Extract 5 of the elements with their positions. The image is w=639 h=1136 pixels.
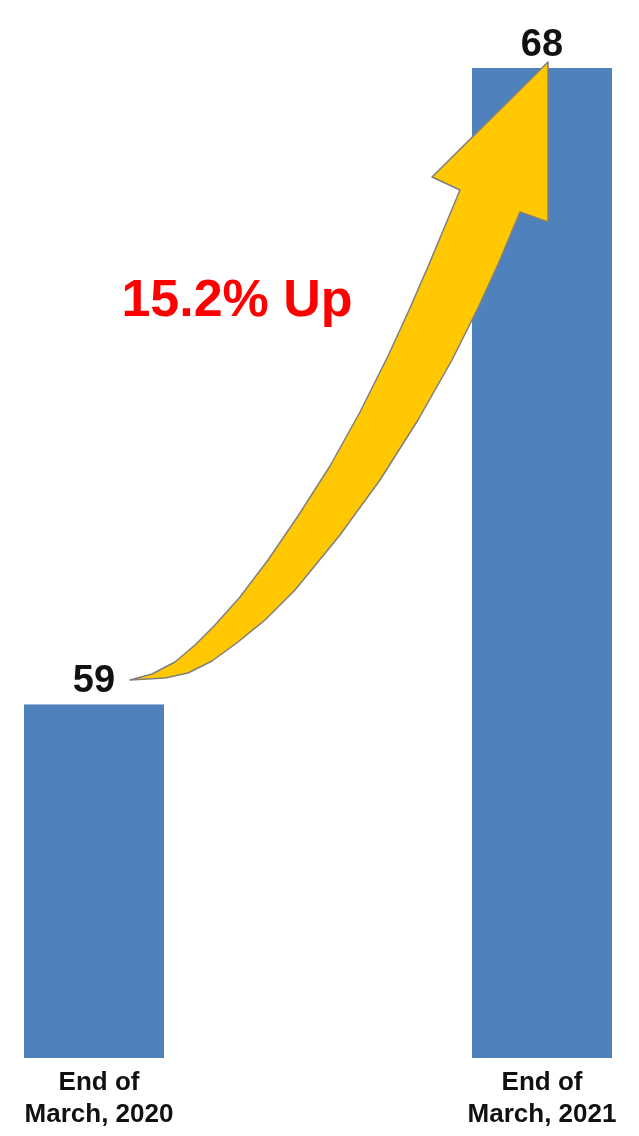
- annotation: 15.2% Up: [121, 269, 353, 327]
- x-tick-label: End of March, 2020: [24, 1066, 174, 1128]
- data-label: 59: [72, 658, 116, 701]
- x-tick-label: End of March, 2021: [467, 1066, 617, 1128]
- data-label: 68: [520, 22, 564, 64]
